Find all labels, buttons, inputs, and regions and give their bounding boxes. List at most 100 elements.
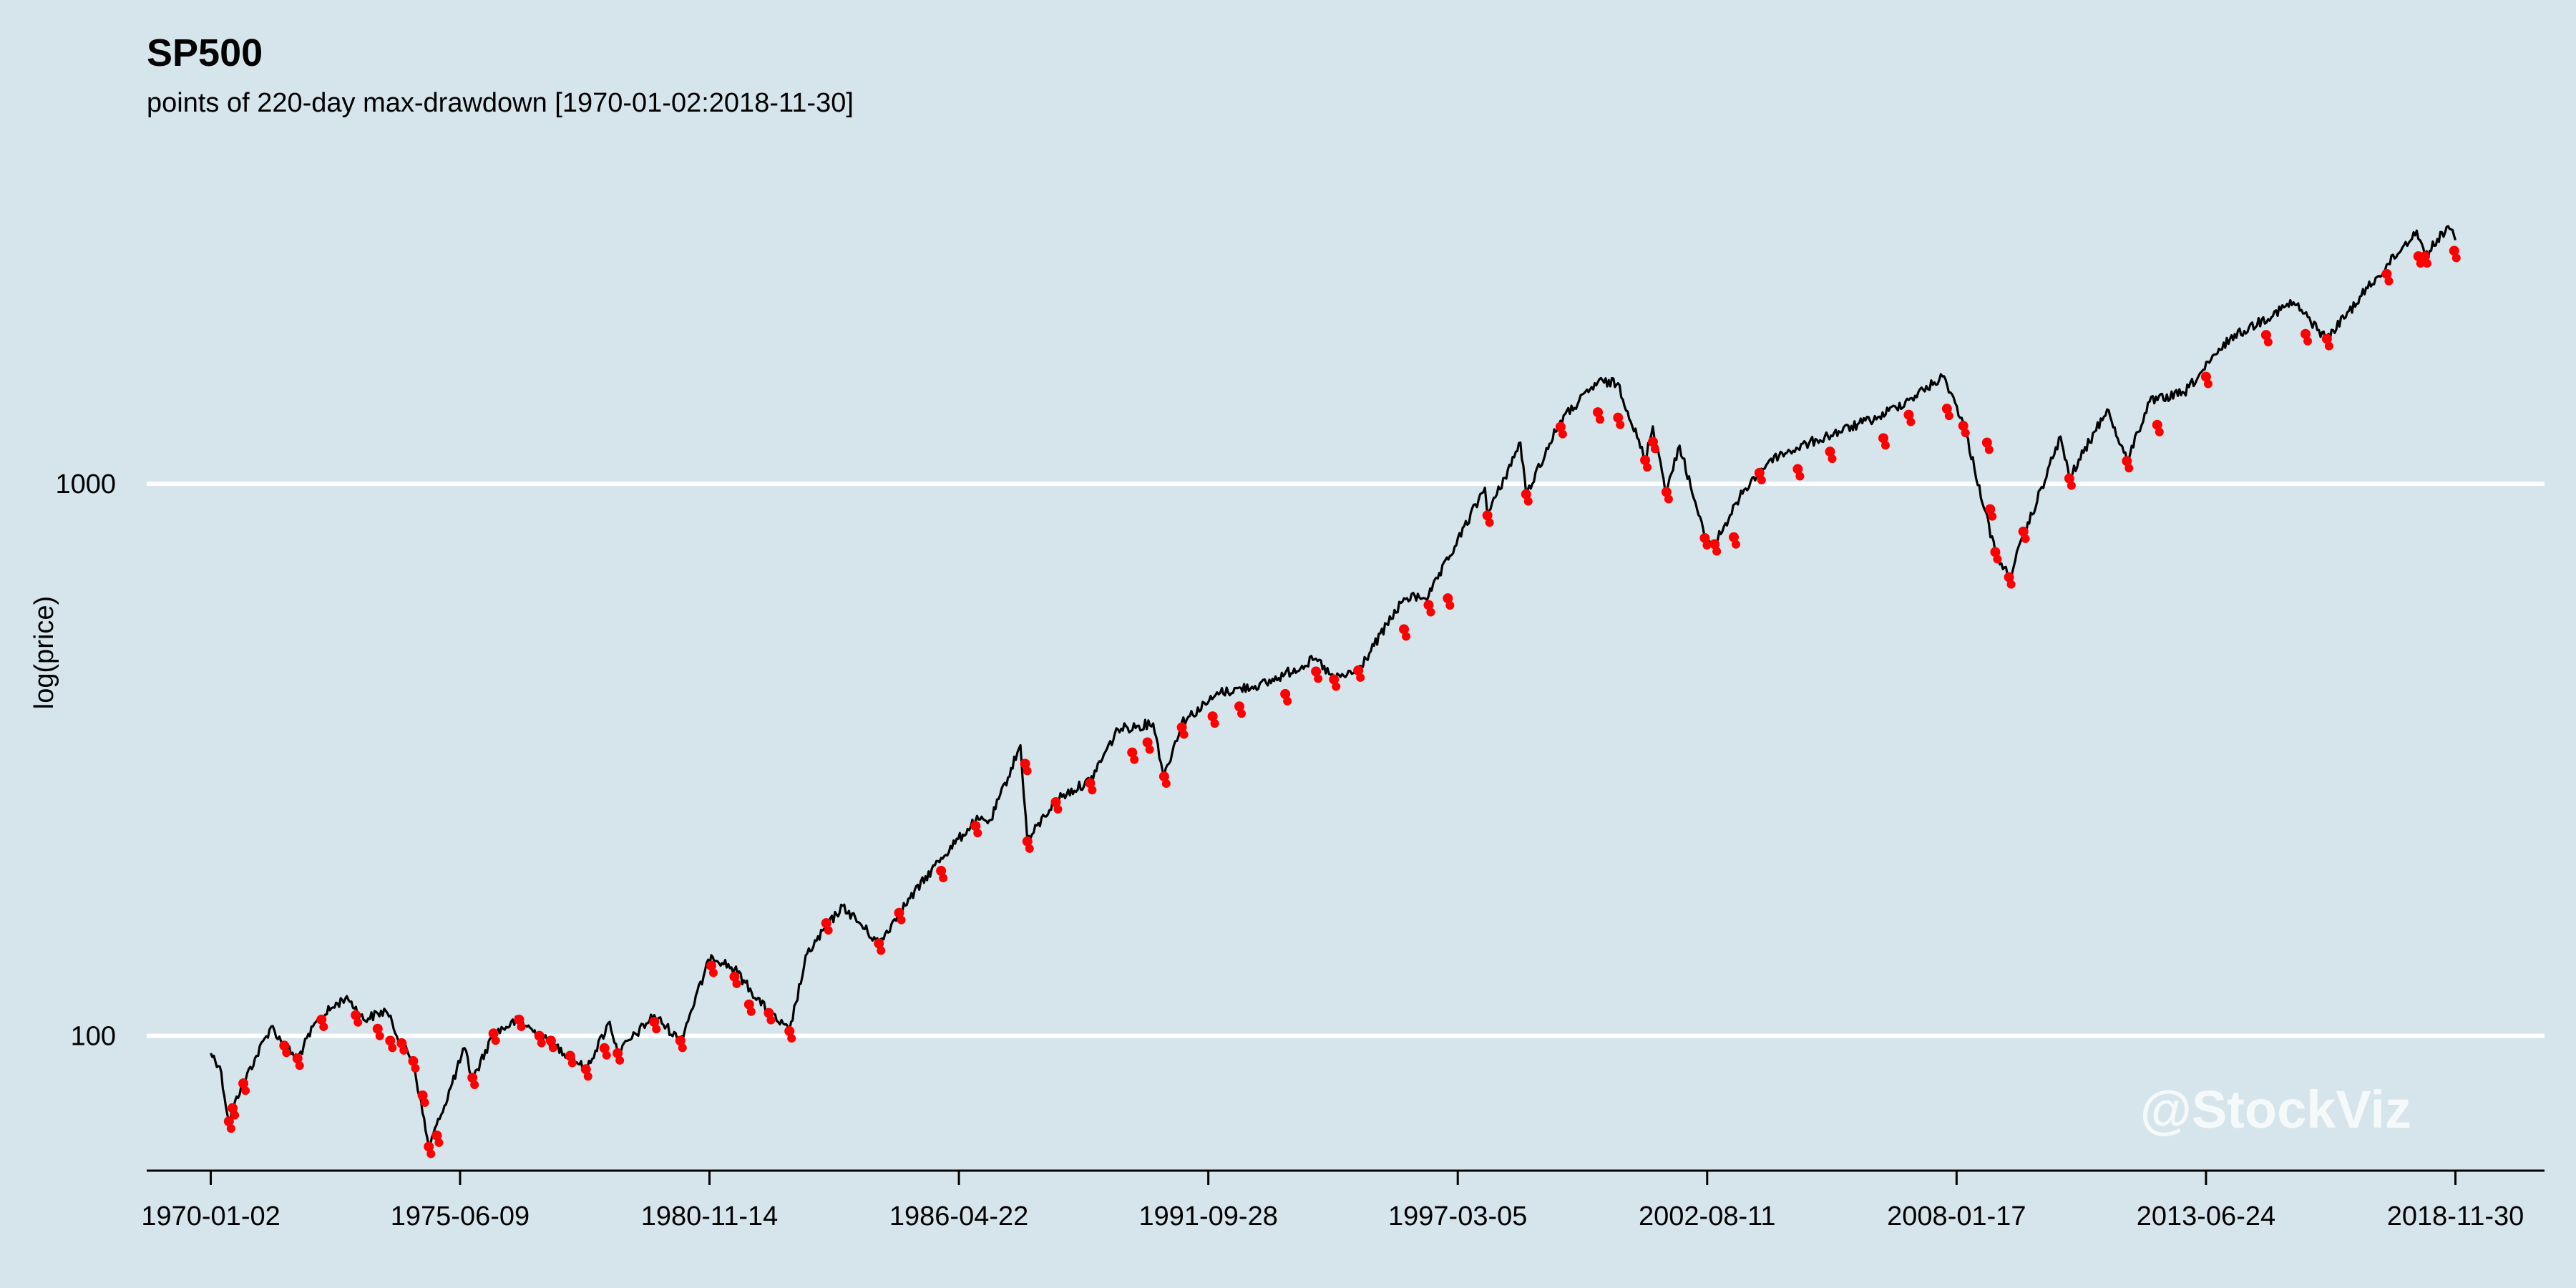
drawdown-point-26 <box>729 971 740 982</box>
x-tick-label-1991-09-28: 1991-09-28 <box>1138 1201 1277 1231</box>
drawdown-point-71-b <box>1988 512 1997 521</box>
drawdown-point-18-b <box>548 1043 557 1053</box>
drawdown-point-73-b <box>2006 580 2016 589</box>
drawdown-point-15-b <box>491 1036 500 1045</box>
drawdown-point-74-b <box>2021 534 2030 543</box>
drawdown-point-47-b <box>1332 682 1341 691</box>
drawdown-point-57 <box>1640 455 1651 466</box>
drawdown-point-70 <box>1981 437 1992 448</box>
drawdown-point-15 <box>488 1028 499 1039</box>
drawdown-point-53-b <box>1523 497 1533 506</box>
drawdown-point-50-b <box>1426 608 1435 617</box>
grid-layer <box>147 481 2545 1038</box>
x-tick-layer: 1970-01-02 1975-06-09 1980-11-14 1986-04-22… <box>141 1171 2524 1231</box>
drawdown-point-13-b <box>434 1138 444 1147</box>
watermark: @StockViz <box>2140 1080 2411 1139</box>
drawdown-point-34-b <box>973 829 982 838</box>
drawdown-point-53 <box>1521 489 1531 499</box>
drawdown-point-37-b <box>1053 805 1063 814</box>
drawdown-point-64 <box>1792 464 1803 474</box>
drawdown-point-46-b <box>1314 674 1323 683</box>
drawdown-point-65 <box>1825 447 1835 457</box>
drawdown-point-79 <box>2260 330 2271 341</box>
drawdown-point-33-b <box>939 873 948 882</box>
drawdown-point-85-b <box>2451 253 2461 263</box>
drawdown-point-7-b <box>375 1031 384 1040</box>
drawdown-point-84 <box>2420 251 2431 262</box>
drawdown-point-76-b <box>2124 464 2134 473</box>
drawdown-point-8-b <box>388 1043 397 1053</box>
drawdown-point-11-b <box>420 1098 429 1107</box>
drawdown-point-75-b <box>2067 481 2076 490</box>
drawdown-point-30-b <box>824 926 833 935</box>
drawdown-point-78-b <box>2203 379 2212 389</box>
drawdown-point-48 <box>1353 665 1364 675</box>
x-tick-label-2008-01-17: 2008-01-17 <box>1887 1201 2026 1231</box>
drawdown-point-23-b <box>652 1025 661 1034</box>
drawdown-point-35-b <box>1023 766 1032 776</box>
drawdown-point-30 <box>821 918 831 929</box>
drawdown-point-35 <box>1020 758 1030 769</box>
drawdown-point-50 <box>1423 600 1434 610</box>
drawdown-point-60-b <box>1702 540 1712 550</box>
drawdown-point-26-b <box>732 979 741 988</box>
drawdown-point-16 <box>514 1014 525 1025</box>
drawdown-point-42-b <box>1179 730 1189 739</box>
drawdown-point-40-b <box>1145 745 1154 754</box>
drawdown-point-29 <box>784 1025 795 1036</box>
drawdown-point-12-b <box>426 1149 436 1158</box>
drawdown-point-2 <box>238 1078 249 1089</box>
x-tick-label-1986-04-22: 1986-04-22 <box>889 1201 1028 1231</box>
drawdown-point-67-b <box>1906 417 1916 426</box>
drawdown-point-69-b <box>1961 429 1970 438</box>
drawdown-point-84-b <box>2423 259 2432 268</box>
drawdown-point-68-b <box>1944 411 1953 421</box>
drawdown-point-44 <box>1234 701 1245 712</box>
drawdown-point-31 <box>874 938 884 949</box>
drawdown-point-42 <box>1176 722 1187 733</box>
drawdown-point-57-b <box>1643 463 1652 472</box>
drawdown-point-36-b <box>1025 844 1034 853</box>
drawdown-point-29-b <box>787 1033 796 1043</box>
drawdown-point-31-b <box>877 946 886 955</box>
drawdown-point-70-b <box>1984 445 1994 454</box>
drawdown-point-28 <box>763 1008 774 1018</box>
drawdown-point-18 <box>545 1035 556 1046</box>
drawdown-point-72 <box>1990 547 2001 557</box>
drawdown-point-76 <box>2122 456 2132 467</box>
x-tick-label-1970-01-02: 1970-01-02 <box>141 1201 280 1231</box>
drawdown-point-46 <box>1311 666 1322 677</box>
drawdown-point-83-b <box>2416 259 2425 268</box>
drawdown-point-11 <box>417 1090 428 1101</box>
drawdown-point-4 <box>292 1053 303 1064</box>
drawdown-point-6-b <box>353 1018 363 1027</box>
drawdown-point-25 <box>706 960 716 971</box>
drawdown-point-5 <box>316 1014 327 1025</box>
drawdown-point-24 <box>675 1035 686 1046</box>
drawdown-point-19-b <box>567 1058 577 1068</box>
drawdown-point-32-b <box>897 915 906 924</box>
drawdown-point-55-b <box>1596 415 1605 424</box>
y-tick-label-1000: 1000 <box>55 469 116 499</box>
drawdown-point-33 <box>936 865 947 876</box>
drawdown-point-1-b <box>230 1111 240 1120</box>
drawdown-point-51 <box>1443 593 1453 604</box>
drawdown-point-4-b <box>295 1061 304 1070</box>
drawdown-point-25-b <box>708 968 718 977</box>
drawdown-point-45 <box>1280 688 1291 699</box>
drawdown-point-80 <box>2301 328 2311 339</box>
drawdown-point-36 <box>1022 836 1033 847</box>
drawdown-point-48-b <box>1356 673 1365 682</box>
drawdown-point-43 <box>1207 711 1218 722</box>
drawdown-point-59-b <box>1664 494 1673 504</box>
drawdown-point-10-b <box>411 1063 420 1073</box>
drawdown-point-21-b <box>602 1050 611 1060</box>
x-tick-label-1980-11-14: 1980-11-14 <box>641 1201 779 1231</box>
drawdown-point-44-b <box>1237 709 1246 718</box>
drawdown-point-39-b <box>1130 755 1139 764</box>
chart-title: SP500 <box>147 31 263 74</box>
drawdown-point-3-b <box>282 1048 291 1058</box>
drawdown-point-12 <box>424 1141 434 1152</box>
x-tick-label-1997-03-05: 1997-03-05 <box>1388 1201 1527 1231</box>
drawdown-point-43-b <box>1210 719 1219 728</box>
